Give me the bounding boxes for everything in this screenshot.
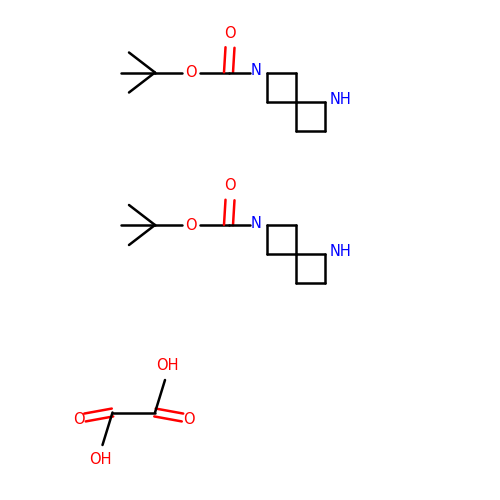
Text: O: O xyxy=(73,412,85,428)
Text: N: N xyxy=(250,63,262,78)
Text: OH: OH xyxy=(89,452,111,467)
Text: O: O xyxy=(182,412,194,428)
Text: NH: NH xyxy=(330,244,352,259)
Text: NH: NH xyxy=(330,92,352,106)
Text: N: N xyxy=(250,216,262,230)
Text: O: O xyxy=(185,65,197,80)
Text: O: O xyxy=(185,218,197,232)
Text: OH: OH xyxy=(156,358,179,373)
Text: O: O xyxy=(224,26,236,41)
Text: O: O xyxy=(224,178,236,194)
